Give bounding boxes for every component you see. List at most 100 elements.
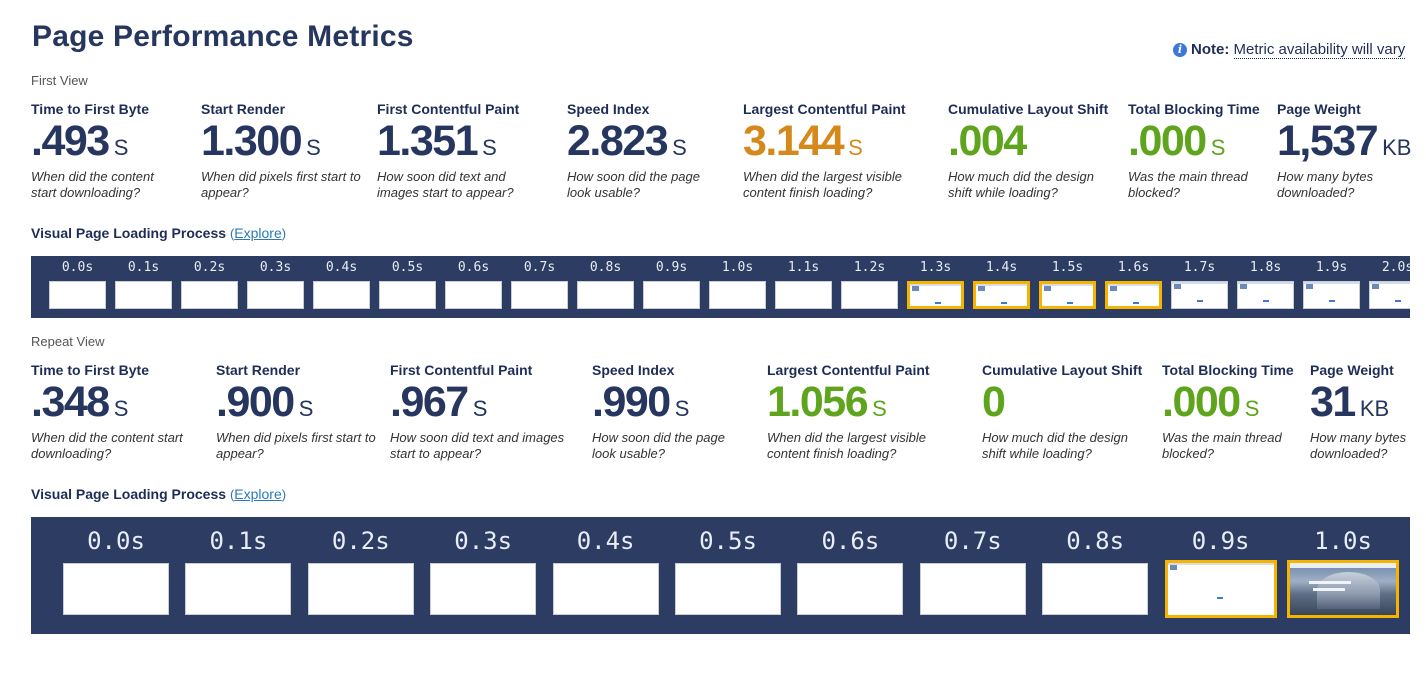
metric-value: .967 S	[390, 380, 580, 424]
frame-thumbnail	[181, 281, 238, 309]
filmstrip-frame[interactable]: 0.6s	[445, 256, 502, 318]
filmstrip-frame[interactable]: 2.0s	[1369, 256, 1410, 318]
metric-label: First Contentful Paint	[390, 362, 533, 378]
filmstrip-frame[interactable]: 1.8s	[1237, 256, 1294, 318]
frame-time: 0.3s	[259, 260, 292, 275]
metric-description: Was the main thread blocked?	[1128, 169, 1248, 200]
metric-value: 1.056 S	[767, 380, 957, 424]
metric-value: 1.300 S	[201, 119, 361, 163]
frame-time: 0.8s	[1066, 527, 1125, 555]
first-view-filmstrip[interactable]: 0.0s 0.1s 0.2s 0.3s 0.4s 0.5s 0.6s 0.7s 0.8s 0.9s…	[31, 256, 1410, 318]
metric-description: When did the largest visible content fin…	[767, 430, 926, 461]
metric-start-render: Start Render .900 S When did pixels first s…	[216, 362, 381, 462]
explore-link[interactable]: Explore	[234, 225, 282, 241]
filmstrip-frame[interactable]: 1.4s	[973, 256, 1030, 318]
metric-description: How soon did text and images start to ap…	[390, 430, 565, 461]
metric-value: .493 S	[31, 119, 181, 163]
frame-thumbnail	[430, 563, 537, 615]
filmstrip-frame[interactable]: 0.2s	[181, 256, 238, 318]
metric-page-weight: Page Weight 31 KB How many bytes downloaded…	[1310, 362, 1420, 462]
note-text[interactable]: Metric availability will vary	[1233, 41, 1406, 59]
filmstrip-frame[interactable]: 0.1s	[115, 256, 172, 318]
metric-description: How soon did the page look usable?	[592, 430, 725, 461]
frame-thumbnail	[1237, 281, 1294, 309]
filmstrip-frame[interactable]: 0.8s	[577, 256, 634, 318]
metric-description: When did the largest visible content fin…	[743, 169, 902, 200]
frame-thumbnail	[445, 281, 502, 309]
metric-unit: S	[113, 135, 129, 160]
metric-value: 2.823 S	[567, 119, 717, 163]
filmstrip-frame[interactable]: 0.9s	[1164, 517, 1277, 634]
filmstrip-frame[interactable]: 0.5s	[675, 517, 781, 634]
frame-time: 1.9s	[1315, 260, 1348, 275]
filmstrip-frame[interactable]: 0.0s	[49, 256, 106, 318]
filmstrip-frame[interactable]: 0.4s	[552, 517, 659, 634]
metric-description: When did pixels first start to appear?	[216, 430, 376, 461]
explore-link[interactable]: Explore	[234, 486, 282, 502]
metric-start-render: Start Render 1.300 S When did pixels first …	[201, 101, 361, 201]
frame-thumbnail	[577, 281, 634, 309]
filmstrip-frame[interactable]: 1.1s	[775, 256, 832, 318]
metric-number: .000	[1128, 117, 1207, 165]
metric-unit: S	[872, 396, 887, 421]
repeat-view-filmstrip-heading: Visual Page Loading Process (Explore)	[31, 486, 287, 502]
frame-time: 0.7s	[523, 260, 556, 275]
metric-number: 0	[982, 378, 1006, 426]
filmstrip-frame[interactable]: 1.5s	[1039, 256, 1096, 318]
filmstrip-frame[interactable]: 1.3s	[907, 256, 964, 318]
filmstrip-frame[interactable]: 1.2s	[841, 256, 898, 318]
filmstrip-frame[interactable]: 1.0s	[709, 256, 766, 318]
filmstrip-frame[interactable]: 0.9s	[643, 256, 700, 318]
frame-thumbnail	[841, 281, 898, 309]
metric-value: 31 KB	[1310, 380, 1420, 424]
frame-time: 0.4s	[576, 527, 635, 555]
filmstrip-frame[interactable]: 0.0s	[63, 517, 169, 634]
metric-description: When did pixels first start to appear?	[201, 169, 361, 200]
metric-description: How many bytes downloaded?	[1310, 430, 1407, 461]
first-view-label: First View	[31, 73, 88, 88]
frame-thumbnail	[185, 563, 292, 615]
filmstrip-frame[interactable]: 0.7s	[511, 256, 568, 318]
metric-label: Time to First Byte	[31, 362, 149, 378]
filmstrip-frame[interactable]: 0.6s	[797, 517, 904, 634]
metric-unit: KB	[1382, 135, 1412, 160]
note-label: Note:	[1191, 41, 1230, 58]
metric-unit: S	[482, 135, 497, 160]
filmstrip-frame[interactable]: 1.9s	[1303, 256, 1360, 318]
frame-thumbnail	[1303, 281, 1360, 309]
frame-thumbnail	[379, 281, 436, 309]
metric-unit: S	[1210, 135, 1226, 160]
frame-time: 0.4s	[325, 260, 358, 275]
filmstrip-frame[interactable]: 0.3s	[430, 517, 537, 634]
frame-thumbnail	[247, 281, 304, 309]
metric-page-weight: Page Weight 1,537 KB How many bytes downloa…	[1277, 101, 1417, 201]
filmstrip-frame[interactable]: 0.4s	[313, 256, 370, 318]
metric-value: .900 S	[216, 380, 381, 424]
filmstrip-frame[interactable]: 1.6s	[1105, 256, 1162, 318]
metric-value: 3.144 S	[743, 119, 923, 163]
filmstrip-frame[interactable]: 0.5s	[379, 256, 436, 318]
filmstrip-frame[interactable]: 0.1s	[185, 517, 292, 634]
metric-label: Start Render	[201, 101, 286, 117]
frame-time: 1.2s	[853, 260, 886, 275]
filmstrip-frame[interactable]: 1.0s	[1287, 517, 1399, 634]
metric-number: .004	[948, 117, 1027, 165]
metric-total-blocking-time: Total Blocking Time .000 S Was the main thr…	[1162, 362, 1302, 462]
frame-thumbnail	[907, 281, 964, 309]
frame-thumbnail	[643, 281, 700, 309]
frame-thumbnail	[552, 563, 659, 615]
filmstrip-frame[interactable]: 0.7s	[919, 517, 1026, 634]
filmstrip-frame[interactable]: 1.7s	[1171, 256, 1228, 318]
filmstrip-frame[interactable]: 0.3s	[247, 256, 304, 318]
metric-time-to-first-byte: Time to First Byte .493 S When did the cont…	[31, 101, 181, 201]
repeat-view-filmstrip[interactable]: 0.0s 0.1s 0.2s 0.3s 0.4s 0.5s 0.6s 0.7s 0.8s 0.9s…	[31, 517, 1410, 634]
frame-thumbnail	[1287, 560, 1399, 618]
frame-time: 1.3s	[919, 260, 952, 275]
frame-time: 0.9s	[1191, 527, 1250, 555]
metric-label: Speed Index	[567, 101, 650, 117]
metric-availability-note[interactable]: i Note: Metric availability will vary	[1173, 41, 1406, 59]
metric-description: How many bytes downloaded?	[1277, 169, 1374, 200]
filmstrip-frame[interactable]: 0.2s	[307, 517, 414, 634]
filmstrip-label: Visual Page Loading Process	[31, 486, 227, 502]
filmstrip-frame[interactable]: 0.8s	[1042, 517, 1149, 634]
